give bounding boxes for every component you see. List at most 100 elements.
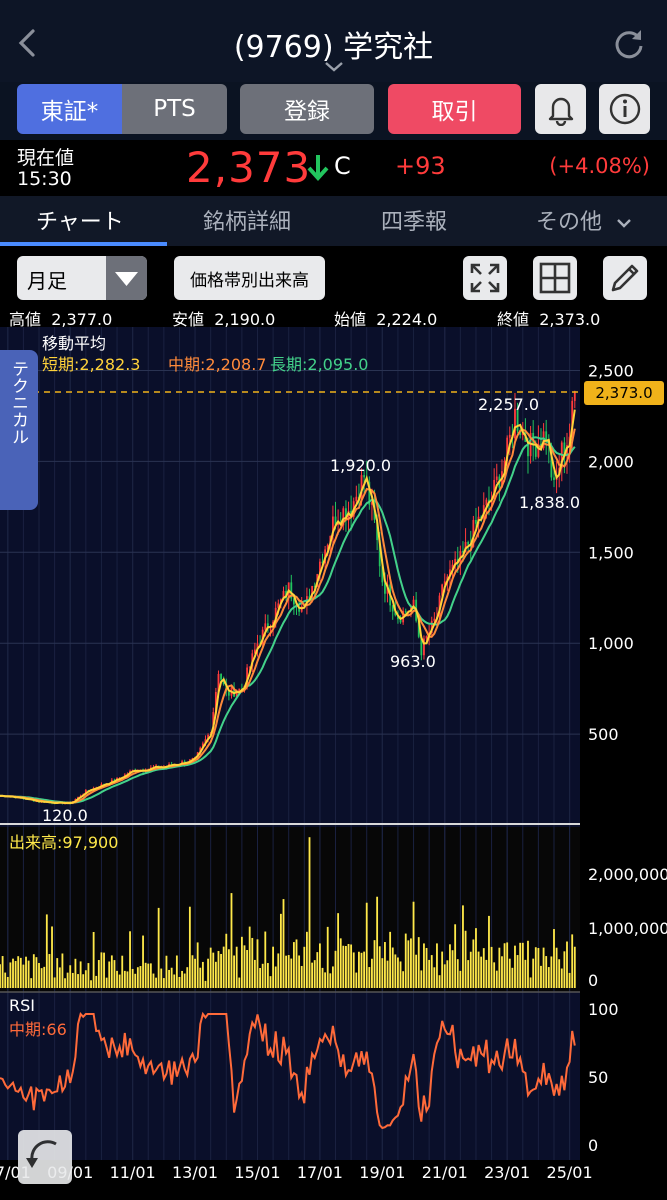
volume-bar [389,931,392,988]
volume-bar [511,967,514,988]
volume-bar [407,940,410,988]
volume-bar [568,972,571,988]
volume-bar [246,950,248,988]
candle-body [238,688,241,692]
volume-bar [82,974,85,988]
volume-bar [412,901,415,988]
candle-body [443,581,446,585]
volume-bar [417,937,420,988]
stock-title[interactable]: (9769) 学究社 [233,30,434,65]
volume-bar [423,943,425,988]
grid-lines [0,327,580,1160]
grid-icon [539,262,571,294]
volume-bar [129,931,131,988]
tab-chart[interactable]: チャート [36,210,124,235]
tab-other[interactable]: その他 [536,204,633,236]
volume-bar [69,965,72,988]
candle-body [266,623,269,629]
tab-bar [0,196,667,246]
period-dropdown-toggle[interactable] [106,256,147,300]
candle-body [378,540,381,567]
candle-body [199,747,202,753]
volume-bar [397,957,399,988]
low-value: 2,190.0 [214,310,276,329]
volume-tick-label: 2,000,000 [588,865,667,884]
candle-body [391,605,394,612]
candle-body [462,551,464,553]
register-button[interactable]: 登録 [240,84,374,134]
candle-body [503,460,506,472]
candle-body [207,734,209,740]
layout-button[interactable] [533,256,577,300]
info-button[interactable] [599,84,650,134]
candle-body [553,477,555,480]
open-value: 2,224.0 [376,310,438,329]
candle-body [246,667,248,686]
chart-rotate-button[interactable] [18,1130,72,1184]
tab-active-indicator [0,242,167,246]
drawing-button[interactable] [603,256,647,300]
x-tick-label: 25/01 [547,1163,593,1182]
fullscreen-button[interactable] [463,256,507,300]
volume-legend: 出来高:97,900 [9,833,119,852]
candle-body [274,607,277,622]
stock-chart[interactable]: 2,5002,0001,5001,0005002,000,0001,000,00… [0,327,667,1200]
candle-body [495,476,498,480]
y-axis-ticks: 2,5002,0001,5001,0005002,000,0001,000,00… [588,362,667,1156]
volume-bar [326,926,329,988]
volume-bar [482,948,485,988]
volume-bar [147,963,150,988]
candle-body [298,607,301,612]
volume-bar [532,958,535,988]
volume-bar [430,955,433,988]
tab-stock-detail[interactable]: 銘柄詳細 [203,210,292,235]
volume-bar [292,942,295,988]
chevron-down-icon[interactable] [322,60,346,74]
x-tick-label: 17/01 [297,1163,343,1182]
candle-body [342,508,345,526]
volume-bar [84,970,87,988]
candle-body [248,666,251,668]
refresh-icon[interactable] [612,26,646,60]
chevron-left-icon[interactable] [14,28,40,58]
volume-bar [64,978,66,988]
price-tick-label: 500 [588,725,619,744]
volume-bar [170,967,173,988]
volume-bar [386,960,389,988]
volume-bar [428,959,431,988]
volume-bar [287,955,290,988]
volume-bar [123,970,126,988]
alert-button[interactable] [535,84,586,134]
annotation-trough-2020: 963.0 [390,652,436,671]
volume-bar [490,946,493,988]
volume-bar [305,931,308,988]
volume-bars [0,837,576,988]
volume-bar [495,970,498,988]
volume-bar [420,970,423,988]
volume-bar [285,955,288,988]
market-pts-button[interactable]: PTS [122,84,227,134]
volume-bar [313,960,316,988]
volume-bar [121,955,124,988]
current-price-label: 現在値 [17,147,75,169]
technical-tab[interactable] [0,350,38,510]
volume-bar [71,972,74,988]
volume-bar [449,944,451,988]
x-tick-label: 23/01 [484,1163,530,1182]
ma-short-line [0,409,576,805]
tab-quarterly-report[interactable]: 四季報 [381,210,448,235]
trade-button[interactable]: 取引 [388,84,521,134]
volume-bar [209,947,212,988]
candle-body [217,673,220,693]
volume-bar [1,956,4,988]
volume-profile-button[interactable]: 価格帯別出来高 [174,256,325,300]
candle-body [488,499,490,503]
market-tosho-button[interactable]: 東証* [17,84,122,134]
candle-body [537,443,540,457]
candle-body [264,623,267,630]
volume-bar [558,959,561,988]
x-tick-label: 13/01 [172,1163,218,1182]
volume-bar [376,896,379,988]
volume-bar [227,949,230,988]
volume-bar [12,958,14,988]
